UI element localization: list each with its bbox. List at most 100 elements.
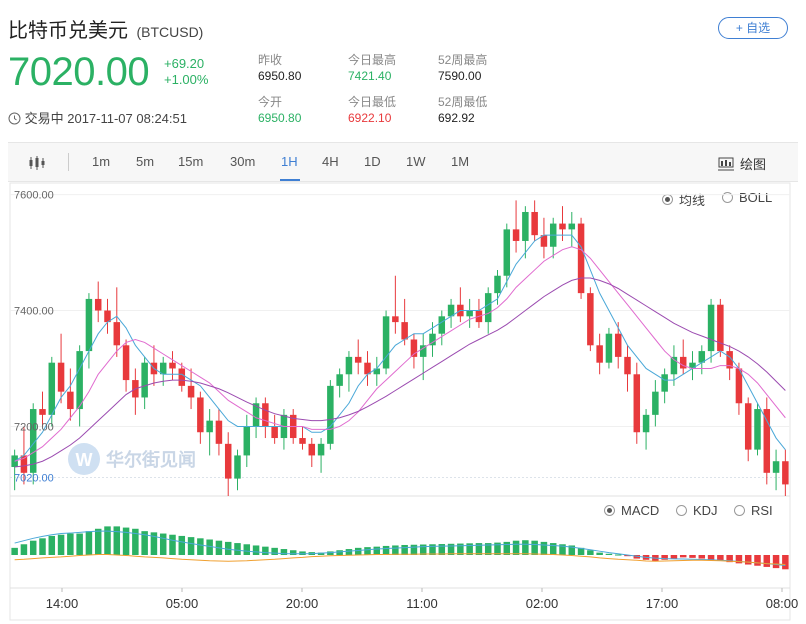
x-tick-label: 14:00 [46, 596, 79, 611]
candle-body [197, 397, 204, 433]
macd-histogram-bar [531, 540, 538, 555]
candle-body [494, 275, 501, 294]
candle-body [540, 235, 548, 247]
period-1w[interactable]: 1W [406, 154, 426, 169]
toolbar-divider [68, 153, 69, 171]
candle-body [224, 443, 232, 479]
stat-52w-low: 52周最低 692.92 [438, 94, 487, 126]
macd-histogram-bar [39, 538, 46, 555]
macd-histogram-bar [11, 547, 18, 555]
stat-value: 6922.10 [348, 111, 392, 125]
candle-body [104, 310, 111, 323]
period-4h[interactable]: 4H [322, 154, 339, 169]
candle-body [280, 414, 288, 439]
candle-body [141, 362, 148, 398]
macd-histogram-bar [763, 555, 771, 567]
candle-body [605, 333, 613, 363]
last-price: 7020.00 [8, 50, 150, 94]
candle-body [438, 316, 446, 334]
draw-tool-button[interactable]: 绘图 [718, 154, 766, 173]
candle-body [178, 368, 186, 386]
stat-day-low: 今日最低 6922.10 [348, 94, 396, 126]
macd-histogram-bar [642, 555, 650, 560]
macd-histogram-bar [503, 541, 511, 555]
macd-histogram-bar [596, 552, 603, 555]
stat-value: 692.92 [438, 111, 475, 125]
stat-label: 今开 [258, 95, 283, 109]
active-period-indicator [280, 179, 300, 181]
candle-body [457, 304, 464, 317]
macd-histogram-bar [559, 544, 566, 555]
candle-body [94, 298, 102, 311]
macd-dif-line [14, 530, 786, 566]
macd-histogram-bar [698, 555, 706, 559]
macd-histogram-bar [744, 555, 752, 565]
x-tick-label: 08:00 [766, 596, 799, 611]
macd-histogram-bar [540, 541, 548, 555]
macd-histogram-bar [271, 547, 278, 555]
radio-icon [734, 505, 745, 516]
candle-body [717, 304, 724, 352]
y-tick-label: 7600.00 [14, 190, 54, 202]
indicator-kdj-option[interactable]: KDJ [676, 503, 718, 518]
macd-histogram-bar [568, 545, 576, 555]
candle-body [531, 211, 538, 236]
period-5m[interactable]: 5m [136, 154, 155, 169]
candle-body [679, 356, 687, 369]
macd-histogram-bar [447, 543, 455, 555]
period-30m[interactable]: 30m [230, 154, 256, 169]
candle-body [429, 333, 436, 346]
overlay-boll-option[interactable]: BOLL [722, 190, 772, 205]
candle-body [726, 351, 733, 369]
candle-body [466, 310, 473, 317]
period-1d[interactable]: 1D [364, 154, 381, 169]
macd-histogram-bar [104, 526, 111, 555]
candle-body [559, 223, 566, 230]
candle-body [345, 356, 353, 375]
candle-body [661, 374, 668, 392]
candle-body [336, 374, 343, 386]
macd-histogram-bar [345, 549, 353, 555]
macd-histogram-bar [299, 551, 306, 555]
candlestick-type-icon[interactable] [28, 155, 46, 171]
candle-body [549, 223, 557, 247]
indicator-rsi-option[interactable]: RSI [734, 503, 773, 518]
macd-histogram-bar [29, 540, 37, 555]
candle-body [29, 409, 37, 473]
macd-histogram-bar [262, 546, 269, 555]
indicator-macd-option[interactable]: MACD [604, 503, 659, 518]
candle-body [744, 403, 752, 450]
candle-body [382, 316, 390, 369]
candle-body [596, 345, 603, 363]
candle-body [354, 356, 362, 363]
stat-value: 7590.00 [438, 69, 482, 83]
candle-body [447, 304, 455, 317]
period-15m[interactable]: 15m [178, 154, 204, 169]
macd-histogram-bar [624, 555, 631, 557]
overlay-ma-option[interactable]: 均线 [662, 190, 705, 209]
add-watchlist-button[interactable]: + 自选 [718, 17, 788, 39]
candle-body [522, 211, 529, 241]
draw-icon [718, 157, 734, 170]
change-value: +69.20 [164, 56, 205, 71]
candle-body [689, 362, 696, 369]
period-1m-month[interactable]: 1M [451, 154, 470, 169]
y-tick-label: 7200.00 [14, 421, 54, 433]
stat-value: 6950.80 [258, 69, 302, 83]
stat-open: 今开 6950.80 [258, 94, 301, 126]
macd-histogram-bar [132, 528, 139, 555]
candle-body [48, 362, 56, 415]
candle-body [159, 362, 167, 375]
candle-body [484, 293, 492, 323]
macd-histogram-bar [280, 549, 288, 555]
macd-histogram-bar [113, 526, 121, 555]
period-1m[interactable]: 1m [92, 154, 111, 169]
candle-body [122, 345, 130, 381]
candle-body [392, 316, 399, 323]
candle-body [763, 409, 771, 473]
candle-body [132, 380, 139, 398]
stat-label: 昨收 [258, 53, 283, 67]
period-1h[interactable]: 1H [281, 154, 298, 169]
ma-line-ma20 [14, 277, 786, 468]
macd-histogram-bar [652, 555, 659, 561]
